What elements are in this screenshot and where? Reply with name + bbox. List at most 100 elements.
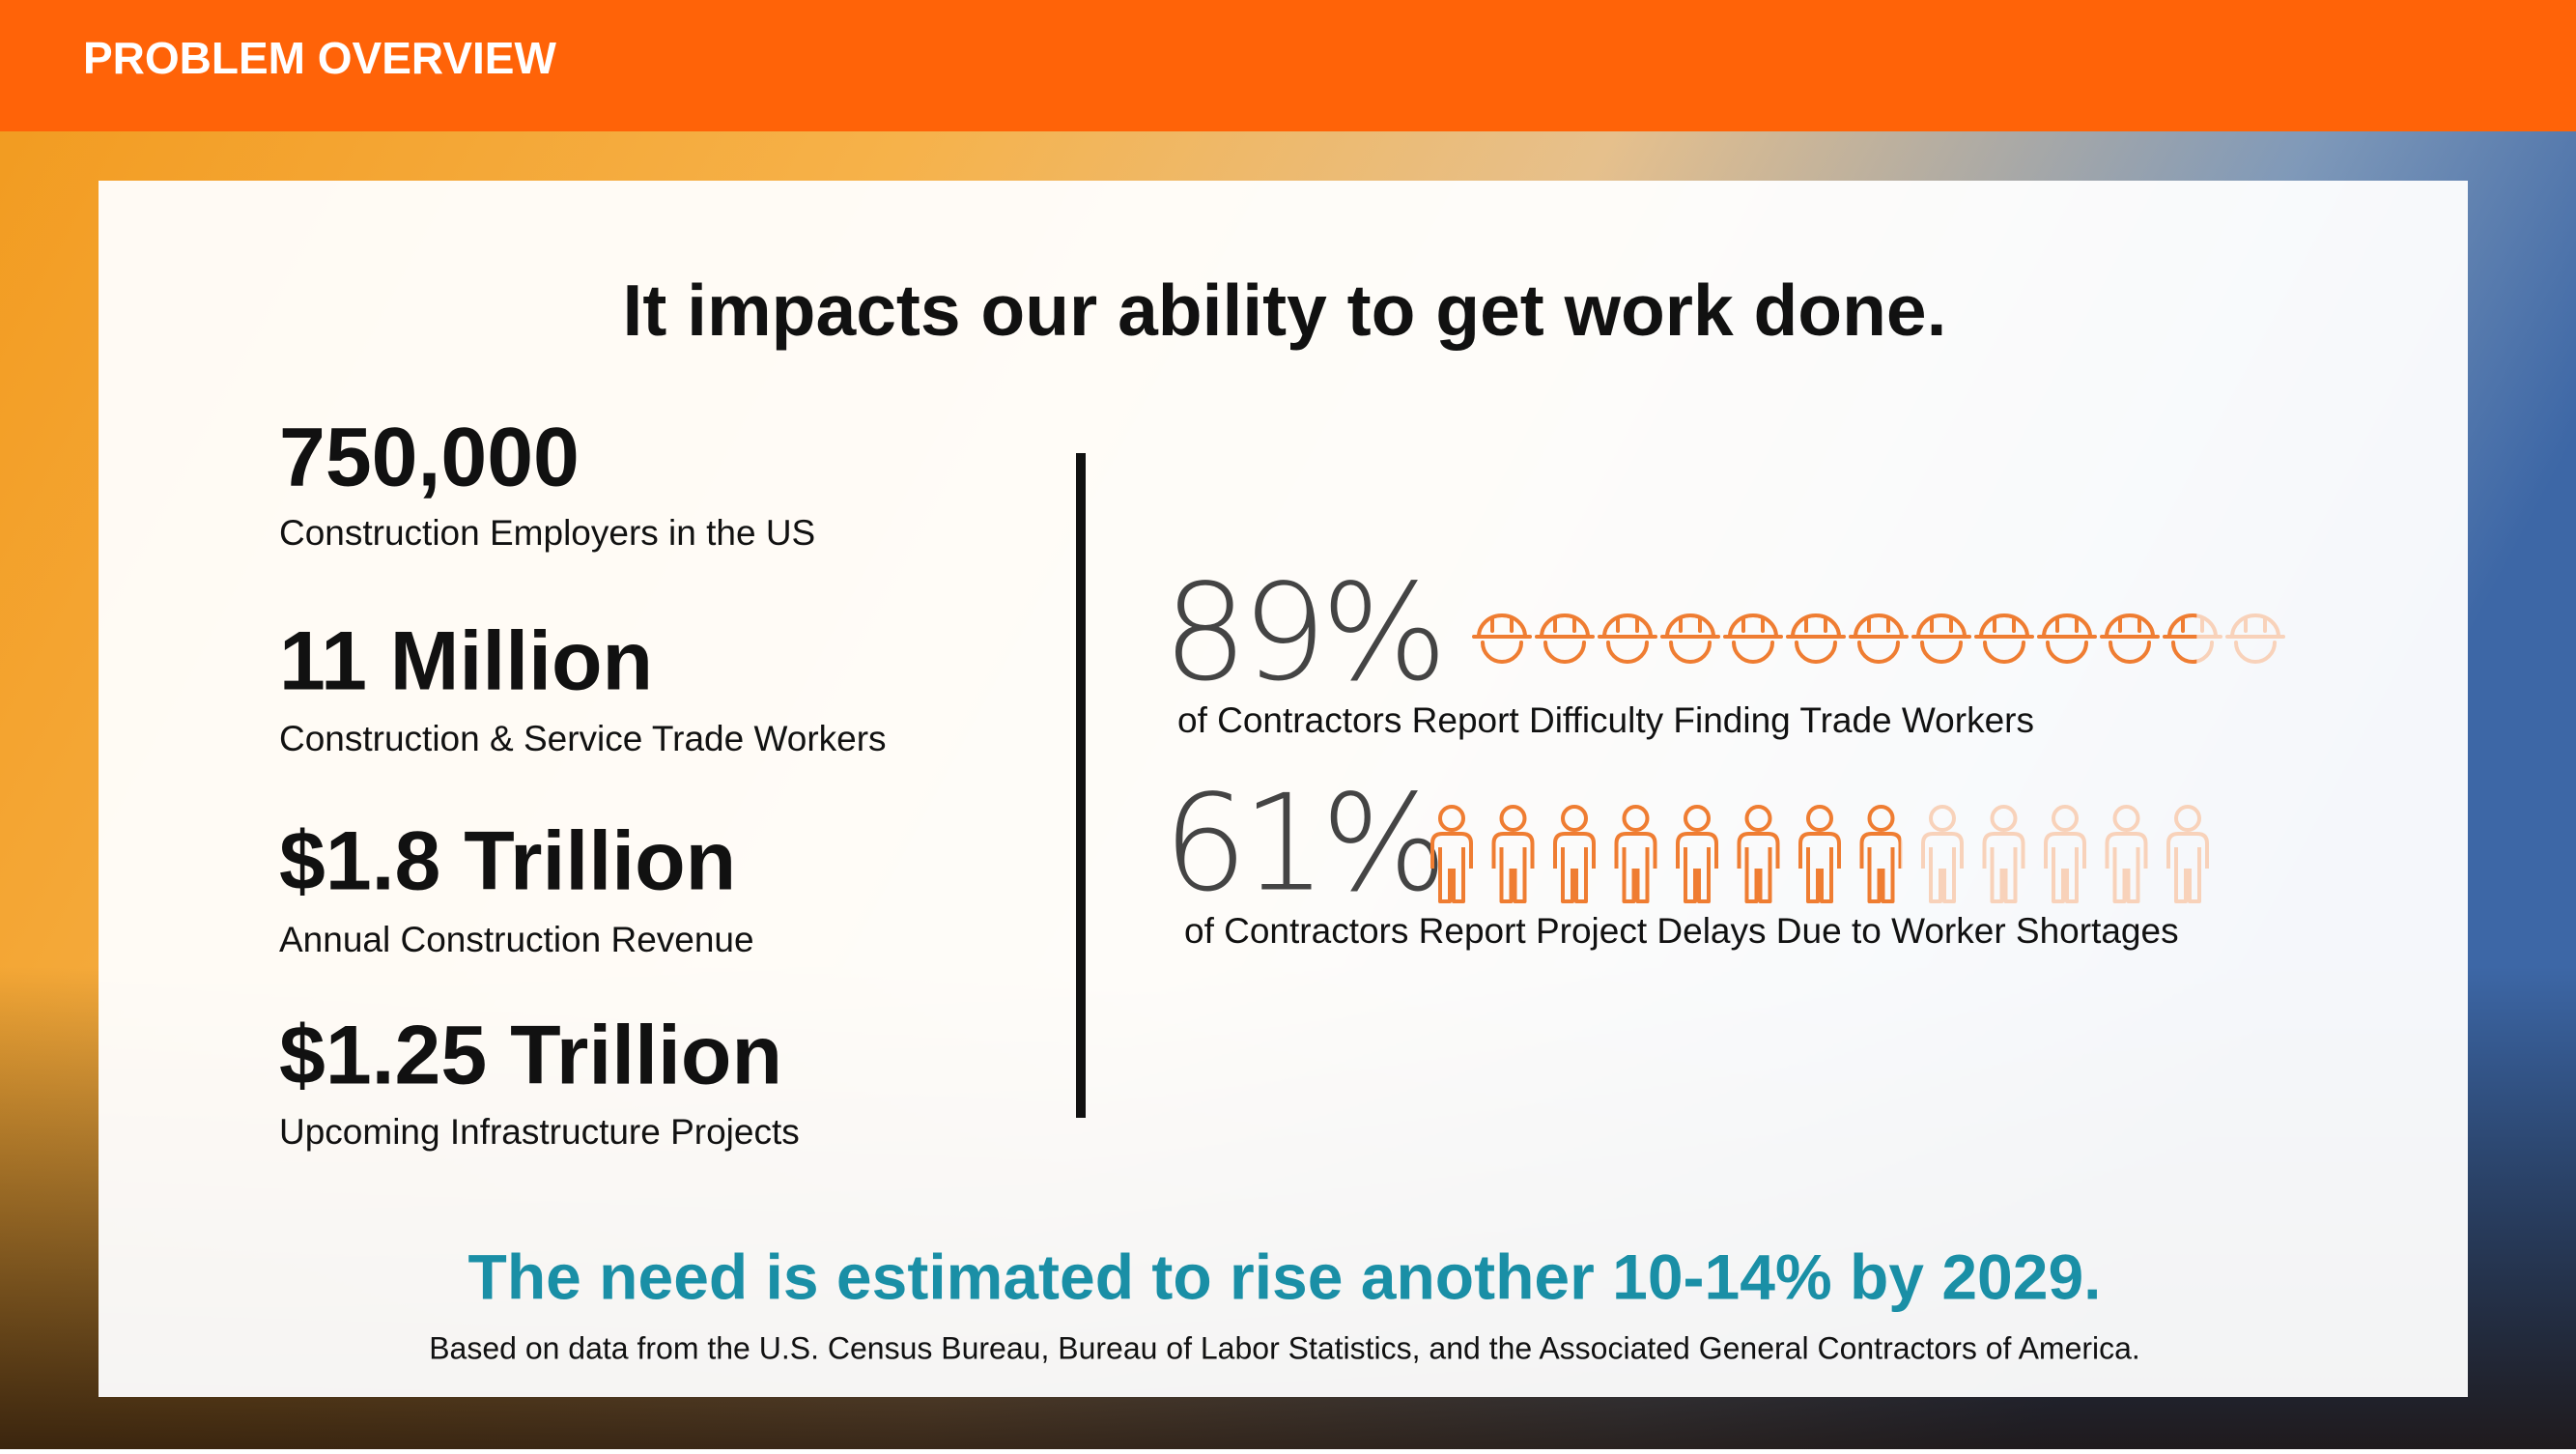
percent-icon	[1660, 613, 1720, 664]
icon-part	[1676, 832, 1718, 903]
icon-part	[1499, 805, 1527, 832]
icon-fill	[1535, 613, 1595, 664]
percent-caption: of Contractors Report Difficulty Finding…	[1177, 700, 2034, 740]
percent-icon	[2100, 613, 2160, 664]
percent-icon	[1786, 613, 1846, 664]
icon-fill	[2163, 613, 2197, 664]
stat-label: Upcoming Infrastructure Projects	[279, 1112, 800, 1152]
stat-value: $1.8 Trillion	[279, 815, 736, 908]
content-panel	[99, 181, 2468, 1397]
icon-fill	[1798, 805, 1841, 903]
percent-icon	[2037, 613, 2097, 664]
icon-fill	[1859, 805, 1902, 903]
percent-icon	[1737, 805, 1780, 903]
icon-part	[1911, 613, 1971, 664]
stat-value: 11 Million	[279, 615, 653, 708]
icon-fill	[1786, 613, 1846, 664]
icon-part	[2112, 805, 2140, 832]
icon-part	[2105, 832, 2148, 903]
icon-part	[1806, 805, 1833, 832]
icon-part	[1982, 832, 2025, 903]
stat-value: $1.25 Trillion	[279, 1010, 782, 1102]
percent-icon	[1553, 805, 1596, 903]
percent-icon	[2225, 613, 2285, 664]
icon-part	[1622, 805, 1650, 832]
icon-fill	[1553, 805, 1596, 903]
icon-part	[2037, 613, 2097, 664]
icon-fill	[1491, 805, 1535, 903]
icon-fill	[1911, 613, 1971, 664]
icon-fill	[1472, 613, 1532, 664]
icon-part	[1491, 832, 1535, 903]
percent-icon	[2166, 805, 2209, 903]
icon-part	[1786, 613, 1846, 664]
percent-icon	[1472, 613, 1532, 664]
stat-label: Annual Construction Revenue	[279, 920, 754, 959]
footer-source: Based on data from the U.S. Census Burea…	[429, 1330, 2140, 1365]
percent-icon	[1974, 613, 2034, 664]
icon-part	[1614, 832, 1657, 903]
percent-icon	[1859, 805, 1903, 903]
icon-part	[1867, 805, 1895, 832]
icon-part	[1472, 613, 1532, 664]
icon-part	[1921, 832, 1964, 903]
header-title: PROBLEM OVERVIEW	[83, 33, 556, 83]
icon-fill	[1614, 805, 1657, 903]
percent-icon	[1491, 805, 1535, 903]
icon-part	[1798, 832, 1841, 903]
icon-part	[1598, 613, 1657, 664]
divider	[1076, 453, 1086, 1118]
icon-part	[2225, 613, 2285, 664]
icon-fill	[1430, 805, 1473, 903]
icon-fill	[1849, 613, 1909, 664]
icon-fill	[1676, 805, 1718, 903]
percent-icon	[2044, 805, 2086, 903]
percent-icon	[1911, 613, 1971, 664]
icon-fill	[1723, 613, 1783, 664]
icon-fill	[1660, 613, 1720, 664]
icon-part	[1684, 805, 1711, 832]
icon-part	[2044, 832, 2086, 903]
icon-part	[2174, 805, 2201, 832]
icon-part	[1553, 832, 1596, 903]
percent-value: 89%	[1163, 556, 1442, 711]
stat-label: Construction & Service Trade Workers	[279, 719, 887, 758]
percent-icon	[1982, 805, 2025, 903]
icon-part	[1535, 613, 1595, 664]
stat-label: Construction Employers in the US	[279, 513, 815, 553]
percent-icon	[1676, 805, 1718, 903]
percent-caption: of Contractors Report Project Delays Due…	[1184, 911, 2179, 951]
percent-value: 61%	[1163, 766, 1442, 922]
icon-part	[1859, 832, 1902, 903]
icon-fill	[2037, 613, 2097, 664]
percent-icon	[1723, 613, 1783, 664]
percent-icon	[1798, 805, 1841, 903]
percent-icon	[1849, 613, 1909, 664]
percent-icon	[2105, 805, 2148, 903]
headline: It impacts our ability to get work done.	[623, 270, 1947, 351]
stat-value: 750,000	[279, 412, 580, 504]
icon-part	[1723, 613, 1783, 664]
icon-part	[1929, 805, 1956, 832]
percent-icon	[1598, 613, 1657, 664]
percent-icon	[1614, 805, 1657, 903]
icon-part	[1561, 805, 1588, 832]
icon-part	[1438, 805, 1465, 832]
percent-icon	[1430, 805, 1473, 903]
icon-fill	[1598, 613, 1657, 664]
icon-part	[2163, 613, 2197, 664]
percent-icon	[1921, 805, 1964, 903]
icon-part	[1430, 832, 1473, 903]
icon-fill	[1737, 805, 1780, 903]
icon-part	[1974, 613, 2034, 664]
percent-icon	[1535, 613, 1595, 664]
icon-part	[1660, 613, 1720, 664]
icon-part	[1744, 805, 1772, 832]
percent-icon	[2163, 613, 2222, 664]
icon-fill	[2100, 613, 2160, 664]
icon-fill	[1974, 613, 2034, 664]
icon-part	[2100, 613, 2160, 664]
icon-part	[2166, 832, 2209, 903]
